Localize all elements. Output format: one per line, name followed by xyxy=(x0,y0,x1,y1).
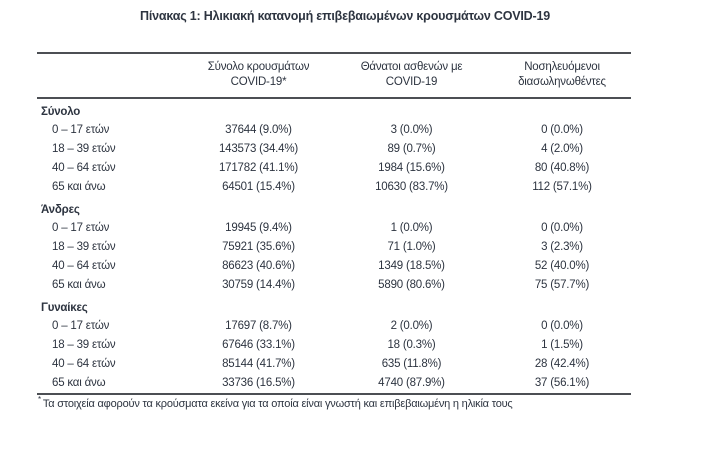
intubated-value: 37 (56.1%) xyxy=(534,377,590,389)
header-intubated-line1: Νοσηλευόμενοι xyxy=(524,61,600,73)
cases-value: 17697 (8.7%) xyxy=(225,320,292,332)
age-label: 0 – 17 ετών xyxy=(52,320,110,332)
table-row: 65 και άνω 30759 (14.4%) 5890 (80.6%) 75… xyxy=(37,276,631,295)
intubated-value: 28 (42.4%) xyxy=(534,358,590,370)
deaths-value: 18 (0.3%) xyxy=(387,339,436,351)
age-label: 0 – 17 ετών xyxy=(52,124,110,136)
cases-value: 19945 (9.4%) xyxy=(225,222,292,234)
deaths-value: 1349 (18.5%) xyxy=(378,260,445,272)
deaths-value: 1 (0.0%) xyxy=(390,222,433,234)
header-deaths: Θάνατοι ασθενών με COVID-19 xyxy=(330,52,493,99)
header-total-cases: Σύνολο κρουσμάτων COVID-19* xyxy=(187,52,330,99)
table-row: 0 – 17 ετών 37644 (9.0%) 3 (0.0%) 0 (0.0… xyxy=(37,121,631,140)
intubated-value: 0 (0.0%) xyxy=(541,124,583,136)
section-label-women: Γυναίκες xyxy=(41,302,88,314)
cases-value: 143573 (34.4%) xyxy=(218,143,299,155)
cases-value: 85144 (41.7%) xyxy=(222,358,295,370)
table-row: 18 – 39 ετών 143573 (34.4%) 89 (0.7%) 4 … xyxy=(37,140,631,159)
header-intubated-line2: διασωληνωθέντες xyxy=(518,76,606,88)
cases-value: 64501 (15.4%) xyxy=(222,181,295,193)
intubated-value: 112 (57.1%) xyxy=(532,181,592,193)
footnote-text: Τα στοιχεία αφορούν τα κρούσματα εκείνα … xyxy=(42,398,513,410)
intubated-value: 1 (1.5%) xyxy=(541,339,583,351)
table-row: 65 και άνω 33736 (16.5%) 4740 (87.9%) 37… xyxy=(37,374,631,394)
page-title: Πίνακας 1: Ηλικιακή κατανομή επιβεβαιωμέ… xyxy=(140,9,550,23)
cases-value: 75921 (35.6%) xyxy=(222,241,295,253)
table-row: 65 και άνω 64501 (15.4%) 10630 (83.7%) 1… xyxy=(37,178,631,197)
intubated-value: 3 (2.3%) xyxy=(541,241,583,253)
footnote-asterisk: * xyxy=(38,395,41,405)
section-row-total: Σύνολο xyxy=(37,98,631,121)
table-row: 40 – 64 ετών 171782 (41.1%) 1984 (15.6%)… xyxy=(37,159,631,178)
covid-age-table: Σύνολο κρουσμάτων COVID-19* Θάνατοι ασθε… xyxy=(37,52,631,395)
section-row-women: Γυναίκες xyxy=(37,295,631,317)
cases-value: 37644 (9.0%) xyxy=(225,124,292,136)
header-deaths-line2: COVID-19 xyxy=(385,76,438,88)
table-row: 40 – 64 ετών 86623 (40.6%) 1349 (18.5%) … xyxy=(37,257,631,276)
intubated-value: 4 (2.0%) xyxy=(541,143,583,155)
table-row: 18 – 39 ετών 67646 (33.1%) 18 (0.3%) 1 (… xyxy=(37,336,631,355)
header-total-cases-line1: Σύνολο κρουσμάτων xyxy=(207,61,310,73)
deaths-value: 5890 (80.6%) xyxy=(378,279,445,291)
deaths-value: 635 (11.8%) xyxy=(381,358,442,370)
deaths-value: 71 (1.0%) xyxy=(387,241,436,253)
table-row: 0 – 17 ετών 17697 (8.7%) 2 (0.0%) 0 (0.0… xyxy=(37,317,631,336)
cases-value: 30759 (14.4%) xyxy=(222,279,295,291)
header-total-cases-line2: COVID-19* xyxy=(230,76,287,88)
table-row: 40 – 64 ετών 85144 (41.7%) 635 (11.8%) 2… xyxy=(37,355,631,374)
table-header: Σύνολο κρουσμάτων COVID-19* Θάνατοι ασθε… xyxy=(37,52,631,99)
age-label: 65 και άνω xyxy=(52,279,106,291)
intubated-value: 80 (40.8%) xyxy=(534,162,590,174)
intubated-value: 52 (40.0%) xyxy=(534,260,590,272)
age-label: 40 – 64 ετών xyxy=(52,260,116,272)
cases-value: 86623 (40.6%) xyxy=(222,260,295,272)
table-row: 18 – 39 ετών 75921 (35.6%) 71 (1.0%) 3 (… xyxy=(37,238,631,257)
header-empty-cell xyxy=(37,52,187,99)
cases-value: 67646 (33.1%) xyxy=(222,339,295,351)
deaths-value: 4740 (87.9%) xyxy=(378,377,445,389)
age-label: 18 – 39 ετών xyxy=(52,241,116,253)
age-label: 18 – 39 ετών xyxy=(52,339,116,351)
cases-value: 33736 (16.5%) xyxy=(222,377,295,389)
header-deaths-line1: Θάνατοι ασθενών με xyxy=(360,61,463,73)
age-label: 65 και άνω xyxy=(52,181,106,193)
deaths-value: 3 (0.0%) xyxy=(390,124,433,136)
intubated-value: 0 (0.0%) xyxy=(541,320,583,332)
table-row: 0 – 17 ετών 19945 (9.4%) 1 (0.0%) 0 (0.0… xyxy=(37,219,631,238)
table-footnote: * Τα στοιχεία αφορούν τα κρούσματα εκείνα… xyxy=(38,395,513,410)
age-label: 40 – 64 ετών xyxy=(52,162,116,174)
section-label-men: Άνδρες xyxy=(41,204,80,216)
cases-value: 171782 (41.1%) xyxy=(218,162,299,174)
deaths-value: 2 (0.0%) xyxy=(390,320,433,332)
age-label: 65 και άνω xyxy=(52,377,106,389)
age-label: 40 – 64 ετών xyxy=(52,358,116,370)
deaths-value: 10630 (83.7%) xyxy=(375,181,448,193)
intubated-value: 75 (57.7%) xyxy=(534,279,590,291)
deaths-value: 89 (0.7%) xyxy=(387,143,436,155)
deaths-value: 1984 (15.6%) xyxy=(378,162,445,174)
age-label: 18 – 39 ετών xyxy=(52,143,116,155)
intubated-value: 0 (0.0%) xyxy=(541,222,583,234)
age-label: 0 – 17 ετών xyxy=(52,222,110,234)
header-intubated: Νοσηλευόμενοι διασωληνωθέντες xyxy=(493,52,631,99)
section-label-total: Σύνολο xyxy=(41,106,81,118)
section-row-men: Άνδρες xyxy=(37,197,631,219)
